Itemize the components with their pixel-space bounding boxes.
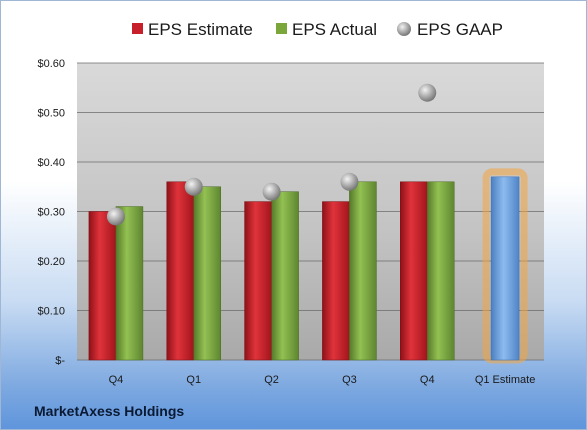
legend-label-estimate: EPS Estimate — [148, 20, 253, 39]
bar-q1-estimate — [490, 176, 520, 361]
y-tick-label: $- — [55, 355, 65, 367]
y-tick-label: $0.50 — [37, 108, 65, 120]
bar-eps-estimate — [244, 201, 272, 361]
legend-label-actual: EPS Actual — [292, 20, 377, 39]
gaap-points — [106, 83, 437, 226]
legend-swatch-actual — [276, 23, 287, 34]
point-eps-gaap — [106, 207, 125, 226]
legend-swatch-gaap — [397, 22, 411, 36]
y-axis: $- $0.10 $0.20 $0.30 $0.40 $0.50 $0.60 — [37, 58, 65, 367]
point-eps-gaap — [340, 172, 359, 191]
x-category-label: Q3 — [342, 374, 357, 386]
y-tick-label: $0.30 — [37, 207, 65, 219]
legend: EPS Estimate EPS Actual EPS GAAP — [132, 20, 503, 39]
bar-eps-estimate — [322, 201, 350, 361]
x-category-label: Q2 — [264, 374, 279, 386]
x-category-label: Q4 — [420, 374, 435, 386]
x-axis: Q4 Q1 Q2 Q3 Q4 Q1 Estimate — [109, 374, 536, 386]
bar-eps-actual — [349, 181, 377, 361]
bars — [88, 168, 528, 364]
point-eps-gaap — [418, 83, 437, 102]
y-tick-label: $0.20 — [37, 256, 65, 268]
x-category-label: Q4 — [109, 374, 124, 386]
bar-eps-actual — [427, 181, 455, 361]
gridlines — [77, 62, 544, 361]
bar-eps-estimate — [400, 181, 428, 361]
x-category-label: Q1 — [186, 374, 201, 386]
y-tick-label: $0.40 — [37, 157, 65, 169]
bar-eps-estimate — [166, 181, 194, 361]
point-eps-gaap — [262, 182, 281, 201]
bar-eps-actual — [115, 206, 144, 361]
bar-eps-actual — [271, 191, 299, 361]
bar-eps-estimate — [88, 211, 117, 361]
legend-swatch-estimate — [132, 23, 143, 34]
legend-label-gaap: EPS GAAP — [417, 20, 503, 39]
y-tick-label: $0.10 — [37, 306, 65, 318]
point-eps-gaap — [184, 177, 203, 196]
y-tick-label: $0.60 — [37, 58, 65, 70]
x-category-label: Q1 Estimate — [475, 374, 536, 386]
company-label: MarketAxess Holdings — [34, 403, 185, 419]
bar-eps-actual — [193, 186, 221, 361]
